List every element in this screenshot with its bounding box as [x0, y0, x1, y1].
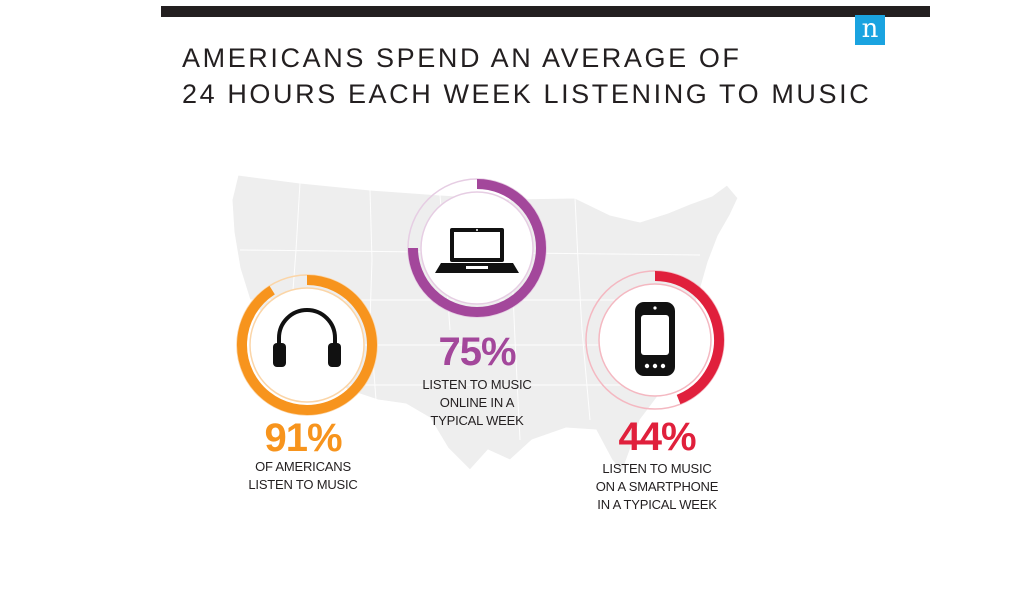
- caption-line: LISTEN TO MUSIC: [602, 461, 712, 476]
- caption-line: IN A TYPICAL WEEK: [597, 497, 717, 512]
- donut-value-arc: [408, 179, 546, 317]
- headphones-icon: [273, 308, 341, 367]
- donut-value-arc: [654, 271, 724, 405]
- brand-logo: n: [855, 15, 885, 45]
- caption-line: ON A SMARTPHONE: [595, 479, 719, 494]
- stat-value-listeners: 91%: [264, 416, 342, 460]
- page-title: AMERICANS SPEND AN AVERAGE OF 24 HOURS E…: [182, 40, 871, 112]
- stat-value-online: 75%: [438, 330, 516, 374]
- title-line-2: 24 HOURS EACH WEEK LISTENING TO MUSIC: [182, 79, 872, 109]
- stat-caption-listeners: OF AMERICANS LISTEN TO MUSIC: [228, 458, 378, 494]
- stat-value-smartphone: 44%: [618, 415, 696, 459]
- smartphone-icon: [635, 302, 675, 376]
- laptop-icon: [435, 228, 519, 273]
- stat-caption-smartphone: LISTEN TO MUSIC ON A SMARTPHONE IN A TYP…: [575, 460, 739, 514]
- donut-1: [236, 274, 378, 416]
- caption-line: ONLINE IN A: [439, 395, 515, 410]
- donut-value-arc: [237, 275, 377, 415]
- caption-line: LISTEN TO MUSIC: [422, 377, 532, 392]
- caption-line: OF AMERICANS: [255, 459, 351, 474]
- caption-line: LISTEN TO MUSIC: [248, 477, 358, 492]
- donut-inner-track: [249, 287, 365, 403]
- top-rule: [161, 6, 930, 17]
- stat-caption-online: LISTEN TO MUSIC ONLINE IN A TYPICAL WEEK: [402, 376, 552, 430]
- title-line-1: AMERICANS SPEND AN AVERAGE OF: [182, 43, 742, 73]
- caption-line: TYPICAL WEEK: [430, 413, 524, 428]
